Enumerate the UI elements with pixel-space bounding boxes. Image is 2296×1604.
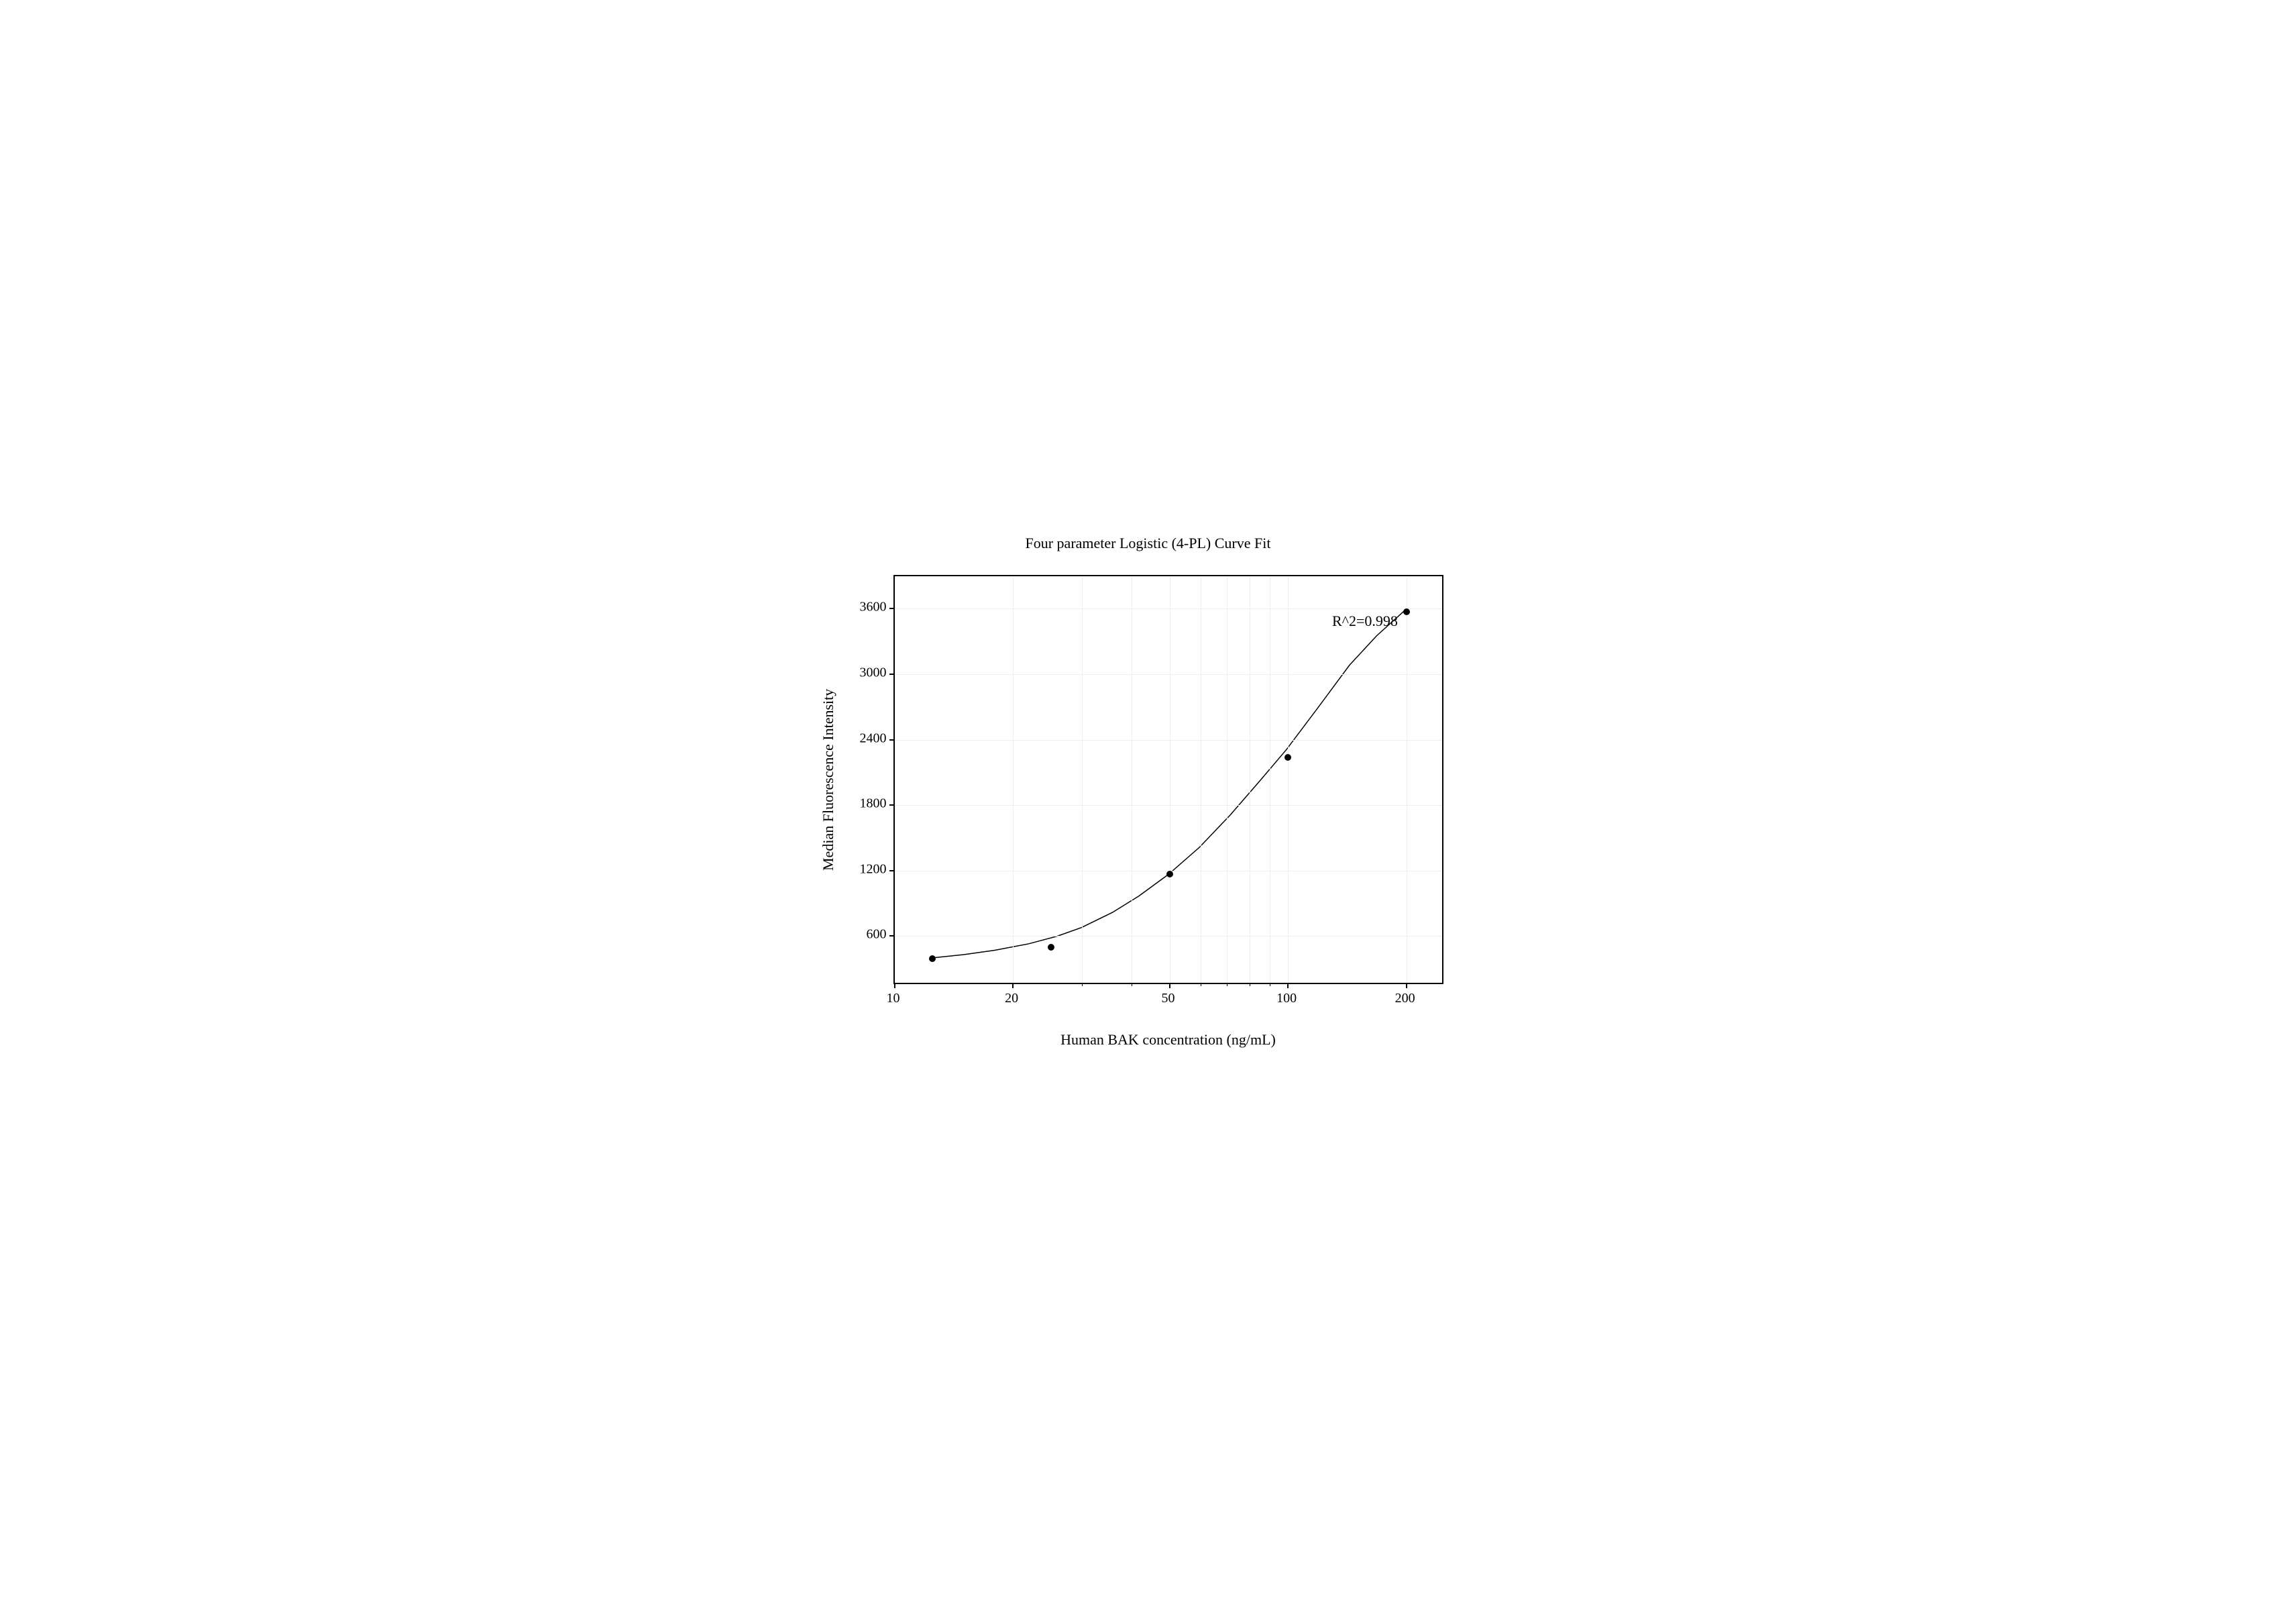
- data-point: [1048, 944, 1054, 951]
- x-tick-label: 200: [1395, 991, 1415, 1006]
- grid-line-h: [895, 608, 1442, 609]
- y-tick-label: 600: [867, 927, 887, 943]
- y-tick-label: 1800: [860, 796, 887, 812]
- y-tick-mark: [889, 674, 895, 675]
- y-tick-label: 3000: [860, 665, 887, 680]
- x-tick-label: 50: [1162, 991, 1175, 1006]
- fit-curve: [895, 576, 1442, 983]
- y-axis-label: Median Fluorescence Intensity: [820, 575, 837, 984]
- y-tick-label: 1200: [860, 861, 887, 877]
- y-tick-label: 2400: [860, 731, 887, 746]
- plot-area: R^2=0.998: [893, 575, 1443, 984]
- grid-line-h: [895, 740, 1442, 741]
- grid-line-h: [895, 936, 1442, 937]
- data-point: [1284, 754, 1291, 761]
- data-point: [1403, 608, 1410, 615]
- y-tick-mark: [889, 870, 895, 871]
- y-tick-mark: [889, 739, 895, 741]
- x-tick-label: 20: [1005, 991, 1018, 1006]
- x-tick-label: 100: [1276, 991, 1297, 1006]
- x-tick-mark: [1406, 983, 1407, 988]
- x-tick-mark: [1012, 983, 1014, 988]
- grid-line-h: [895, 805, 1442, 806]
- y-tick-mark: [889, 935, 895, 937]
- x-tick-mark: [1287, 983, 1289, 988]
- x-minor-tick-mark: [1082, 983, 1083, 986]
- y-tick-mark: [889, 608, 895, 609]
- grid-line-v: [1013, 576, 1014, 983]
- chart-title: Four parameter Logistic (4-PL) Curve Fit: [746, 535, 1551, 552]
- x-axis-label: Human BAK concentration (ng/mL): [893, 1031, 1443, 1049]
- y-tick-label: 3600: [860, 600, 887, 615]
- chart-container: Four parameter Logistic (4-PL) Curve Fit…: [746, 521, 1551, 1083]
- r-squared-annotation: R^2=0.998: [1332, 612, 1398, 630]
- fit-curve-path: [932, 610, 1404, 957]
- grid-line-h: [895, 674, 1442, 675]
- grid-line-v: [1288, 576, 1289, 983]
- x-tick-label: 10: [887, 991, 900, 1006]
- x-tick-mark: [894, 983, 895, 988]
- data-point: [1166, 871, 1173, 877]
- data-point: [929, 955, 936, 962]
- x-tick-mark: [1169, 983, 1170, 988]
- y-tick-mark: [889, 804, 895, 806]
- grid-line-v-minor: [1082, 576, 1083, 983]
